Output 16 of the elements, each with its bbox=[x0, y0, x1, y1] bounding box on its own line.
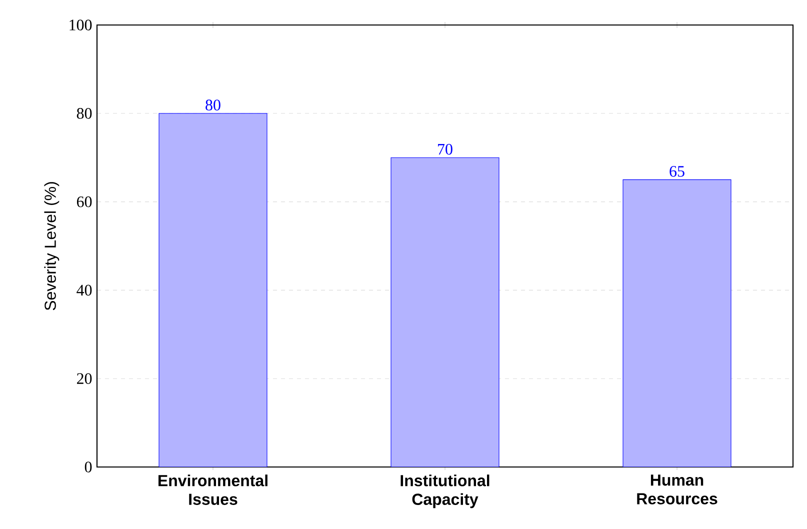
x-tick-label: Institutional Capacity bbox=[400, 474, 490, 508]
y-tick-label: 20 bbox=[77, 373, 92, 384]
y-tick-label: 60 bbox=[76, 196, 92, 208]
bar bbox=[622, 179, 732, 467]
bar bbox=[158, 113, 268, 467]
y-axis-title: Severity Level (%) bbox=[44, 182, 60, 310]
data-label: 80 bbox=[206, 100, 220, 110]
data-label: 70 bbox=[438, 144, 452, 155]
y-tick-label: 80 bbox=[76, 108, 92, 119]
bar bbox=[390, 157, 500, 467]
y-tick-label: 100 bbox=[70, 20, 92, 30]
data-label: 65 bbox=[670, 166, 684, 177]
y-tick-label: 0 bbox=[84, 462, 92, 472]
x-tick-label: Environmental Issues bbox=[158, 474, 268, 505]
x-tick-label: Human Resources bbox=[637, 474, 718, 504]
y-tick-label: 40 bbox=[76, 284, 92, 296]
